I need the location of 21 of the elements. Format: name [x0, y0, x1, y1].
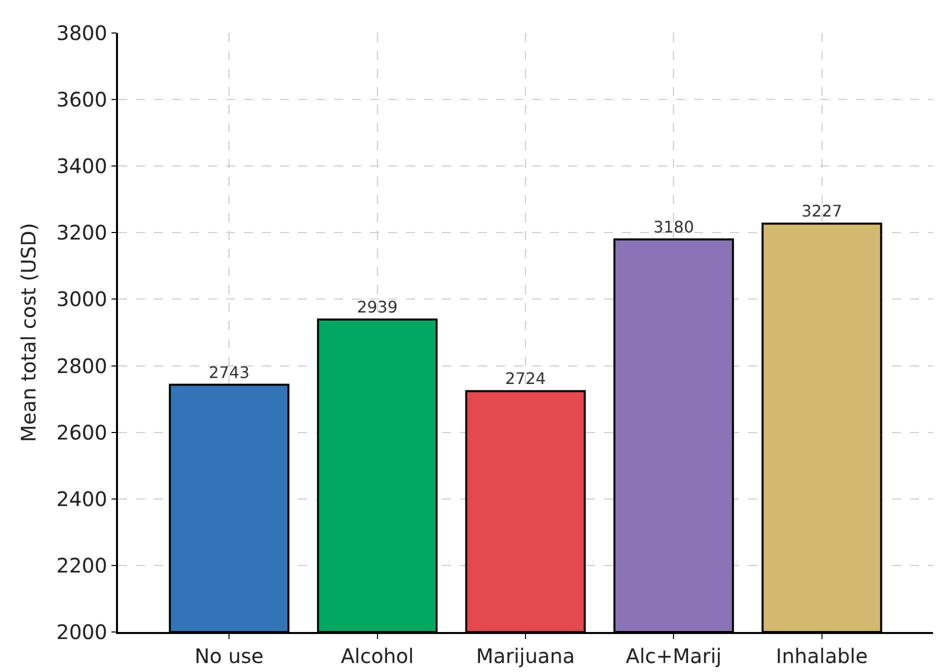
y-axis-title: Mean total cost (USD)	[16, 222, 40, 442]
y-tick-label: 3600	[56, 88, 108, 112]
y-tick-label: 2400	[56, 486, 108, 511]
y-tick-label: 3000	[56, 287, 108, 312]
data-label: 3180	[653, 217, 694, 236]
x-tick-label: Marijuana	[476, 644, 575, 668]
y-tick-label: 2200	[56, 553, 108, 578]
y-tick-label: 2000	[56, 620, 108, 644]
x-tick-label: Inhalable	[776, 644, 868, 668]
y-tick-label: 3200	[56, 220, 108, 245]
y-tick-label: 2600	[56, 420, 108, 444]
data-label: 3227	[802, 202, 842, 221]
data-label: 2743	[208, 362, 250, 382]
x-tick-label: Alcohol	[340, 644, 414, 668]
x-tick-label: No use	[194, 644, 264, 668]
x-tick-label: Alc+Marij	[626, 644, 722, 668]
y-tick-label: 3800	[56, 21, 108, 45]
y-tick-label: 3400	[56, 154, 108, 178]
y-tick-label: 2800	[56, 354, 108, 378]
data-label: 2724	[505, 369, 546, 388]
data-label: 2939	[356, 298, 398, 317]
